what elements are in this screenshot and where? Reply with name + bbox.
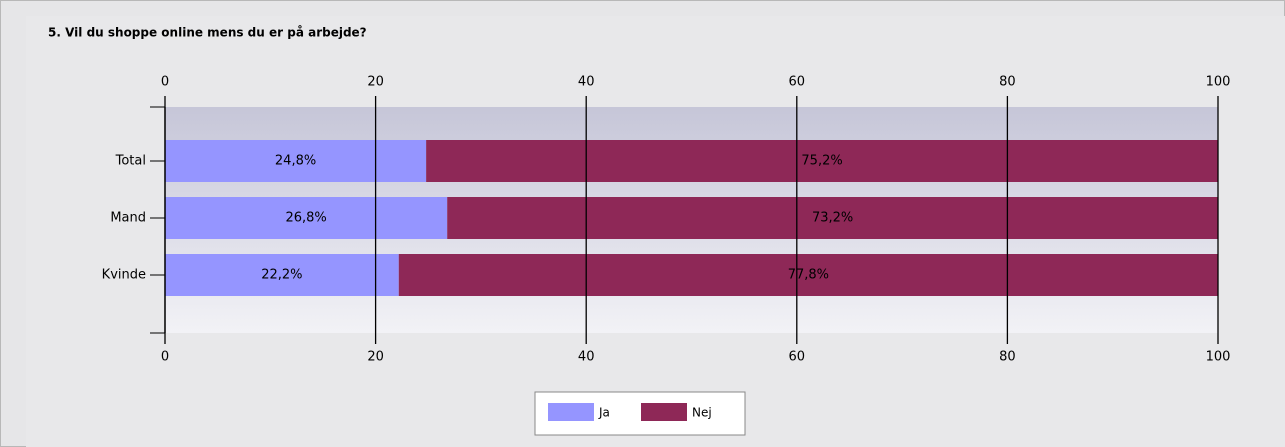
data-label: 75,2% [801,154,842,169]
x-tick-label: 0 [161,350,169,365]
y-tick-label: Kvinde [102,268,146,283]
legend [534,391,746,436]
x-tick-label: 0 [161,75,169,90]
y-tick-label: Mand [110,211,146,226]
bar-segment [165,140,427,182]
y-tick-label: Total [115,154,146,169]
x-tick-label: 60 [789,75,806,90]
data-label: 73,2% [812,211,853,226]
x-tick-label: 100 [1206,350,1231,365]
data-label: 26,8% [285,211,326,226]
x-tick-label: 20 [367,350,384,365]
data-label: 24,8% [275,154,316,169]
bar-segment [447,197,1219,239]
x-tick-label: 80 [999,350,1016,365]
bar-segment [426,140,1218,182]
x-tick-label: 40 [578,350,595,365]
data-label: 22,2% [261,268,302,283]
legend-swatch [641,403,687,421]
x-tick-label: 100 [1206,75,1231,90]
x-tick-label: 60 [789,350,806,365]
bar-segment [165,254,399,296]
bar-segment [165,197,448,239]
x-tick-label: 40 [578,75,595,90]
legend-swatch [548,403,594,421]
x-tick-label: 20 [367,75,384,90]
bar-segment [398,254,1218,296]
x-tick-label: 80 [999,75,1016,90]
chart-title: 5. Vil du shoppe online mens du er på ar… [48,26,367,40]
legend-label: Nej [692,406,712,420]
legend-label: Ja [598,406,610,420]
data-label: 77,8% [788,268,829,283]
